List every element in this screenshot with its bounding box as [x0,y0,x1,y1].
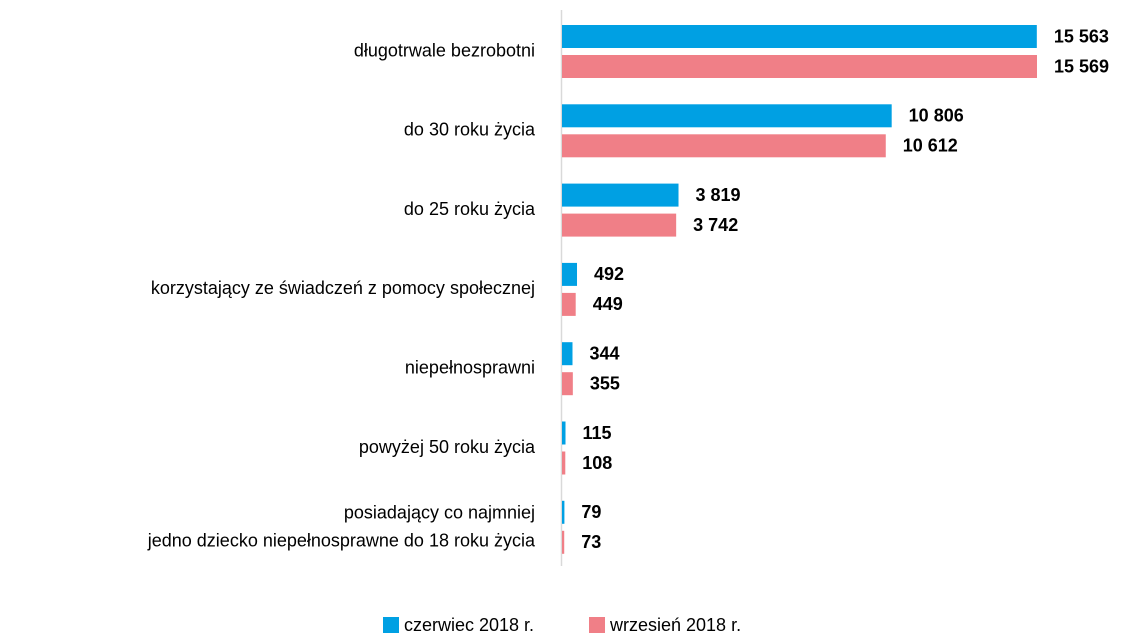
value-label: 73 [581,532,601,552]
bar [562,25,1037,48]
category-label: korzystający ze świadczeń z pomocy społe… [151,278,535,298]
value-label: 108 [582,453,612,473]
bar [562,530,565,554]
bar [562,421,566,445]
category-line: jedno dziecko niepełnosprawne do 18 roku… [147,530,536,550]
category-label: do 30 roku życia [404,120,536,140]
value-label: 15 563 [1054,26,1109,46]
bar [562,292,576,316]
value-label: 10 612 [903,136,958,156]
value-label: 79 [581,502,601,522]
bar [562,500,565,524]
value-label: 10 806 [909,106,964,126]
category-label: do 25 roku życia [404,199,536,219]
bar [562,213,677,237]
value-label: 492 [594,264,624,284]
bar [562,183,679,207]
bar [562,372,573,396]
bar [562,104,892,128]
value-label: 344 [589,343,619,363]
bar [562,262,578,286]
legend-label: czerwiec 2018 r. [404,615,534,634]
legend-swatch [589,617,605,633]
value-label: 15 569 [1054,56,1109,76]
bar [562,342,573,366]
legend-label: wrzesień 2018 r. [609,615,741,634]
legend-swatch [383,617,399,633]
category-label: powyżej 50 roku życia [359,437,536,457]
value-label: 3 742 [693,215,738,235]
bar [562,134,886,158]
bar [562,451,566,475]
category-line: posiadający co najmniej [344,502,535,522]
value-label: 115 [583,423,612,443]
value-label: 449 [593,294,623,314]
category-label: posiadający co najmniej jedno dziecko nie… [147,502,536,550]
bar [562,55,1037,78]
category-label: długotrwale bezrobotni [354,40,535,60]
value-label: 355 [590,373,620,393]
category-label: niepełnosprawni [405,357,535,377]
value-label: 3 819 [696,185,741,205]
